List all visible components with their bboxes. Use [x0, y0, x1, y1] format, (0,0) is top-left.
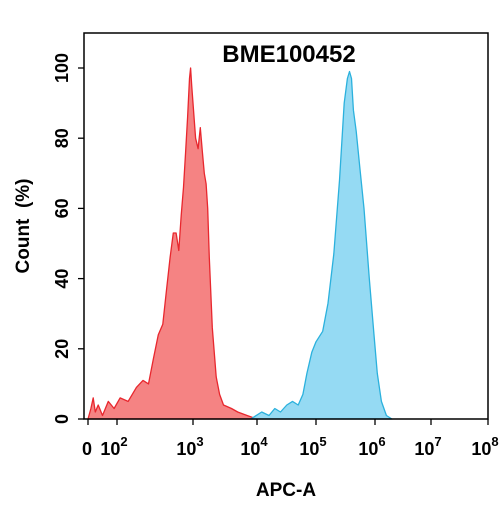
- histogram-series-2: [250, 70, 393, 420]
- histogram-series-1: [87, 67, 258, 420]
- x-tick-label: 105: [299, 434, 326, 459]
- chart-title: BME100452: [222, 41, 355, 68]
- y-tick-label: 20: [52, 339, 72, 359]
- x-tick-label: 0: [82, 439, 92, 459]
- y-tick-label: 40: [52, 269, 72, 289]
- x-tick-label: 106: [358, 434, 385, 459]
- x-tick-label: 107: [414, 434, 441, 459]
- x-axis-title: APC-A: [256, 480, 316, 501]
- x-tick-label: 102: [100, 434, 127, 459]
- x-tick-label: 104: [240, 434, 268, 459]
- y-tick-label: 100: [52, 53, 72, 83]
- y-tick-label: 60: [52, 198, 72, 218]
- y-axis-title: Count (%): [13, 179, 34, 274]
- x-tick-label: 103: [176, 434, 203, 459]
- x-tick-label: 108: [471, 434, 498, 459]
- x-axis-ticks: 0 102 103 104 105 106 107 108: [82, 419, 499, 459]
- plot-marks: [87, 67, 393, 420]
- y-tick-label: 80: [52, 128, 72, 148]
- y-tick-label: 0: [52, 414, 72, 424]
- y-axis-ticks: 0 20 40 60 80 100: [52, 53, 84, 424]
- plot-frame: [83, 32, 489, 420]
